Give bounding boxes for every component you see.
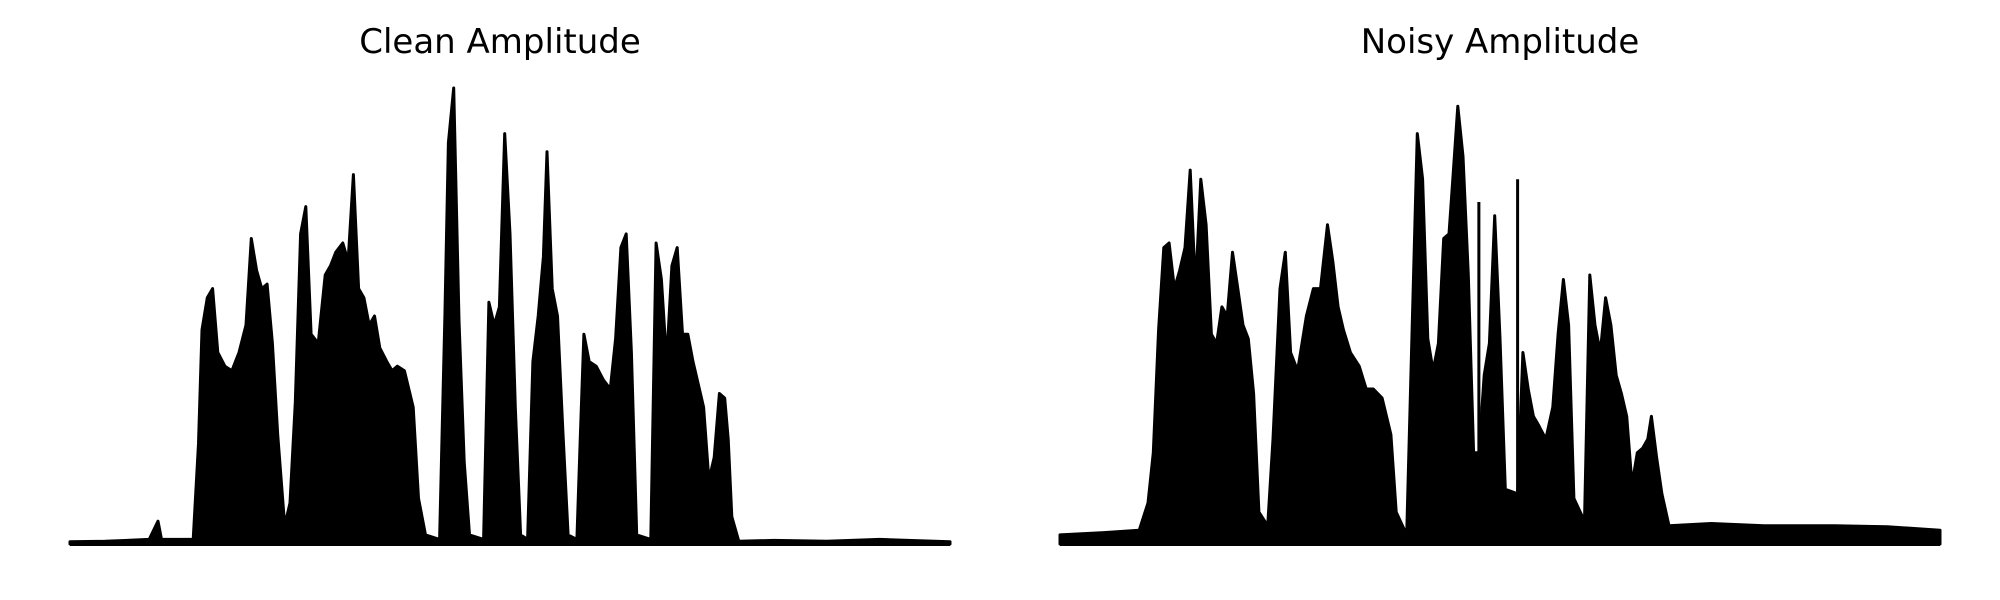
plot-area — [68, 80, 952, 560]
chart-panel-clean: Clean Amplitude — [68, 22, 952, 560]
amplitude-area — [1058, 104, 1942, 546]
chart-title: Clean Amplitude — [359, 22, 641, 62]
plot-area — [1058, 80, 1942, 560]
amplitude-area — [68, 86, 952, 546]
amplitude-chart-clean — [68, 86, 952, 546]
chart-title: Noisy Amplitude — [1360, 22, 1640, 62]
chart-panel-noisy: Noisy Amplitude — [1000, 0, 2000, 600]
amplitude-chart-noisy — [1058, 104, 1942, 546]
